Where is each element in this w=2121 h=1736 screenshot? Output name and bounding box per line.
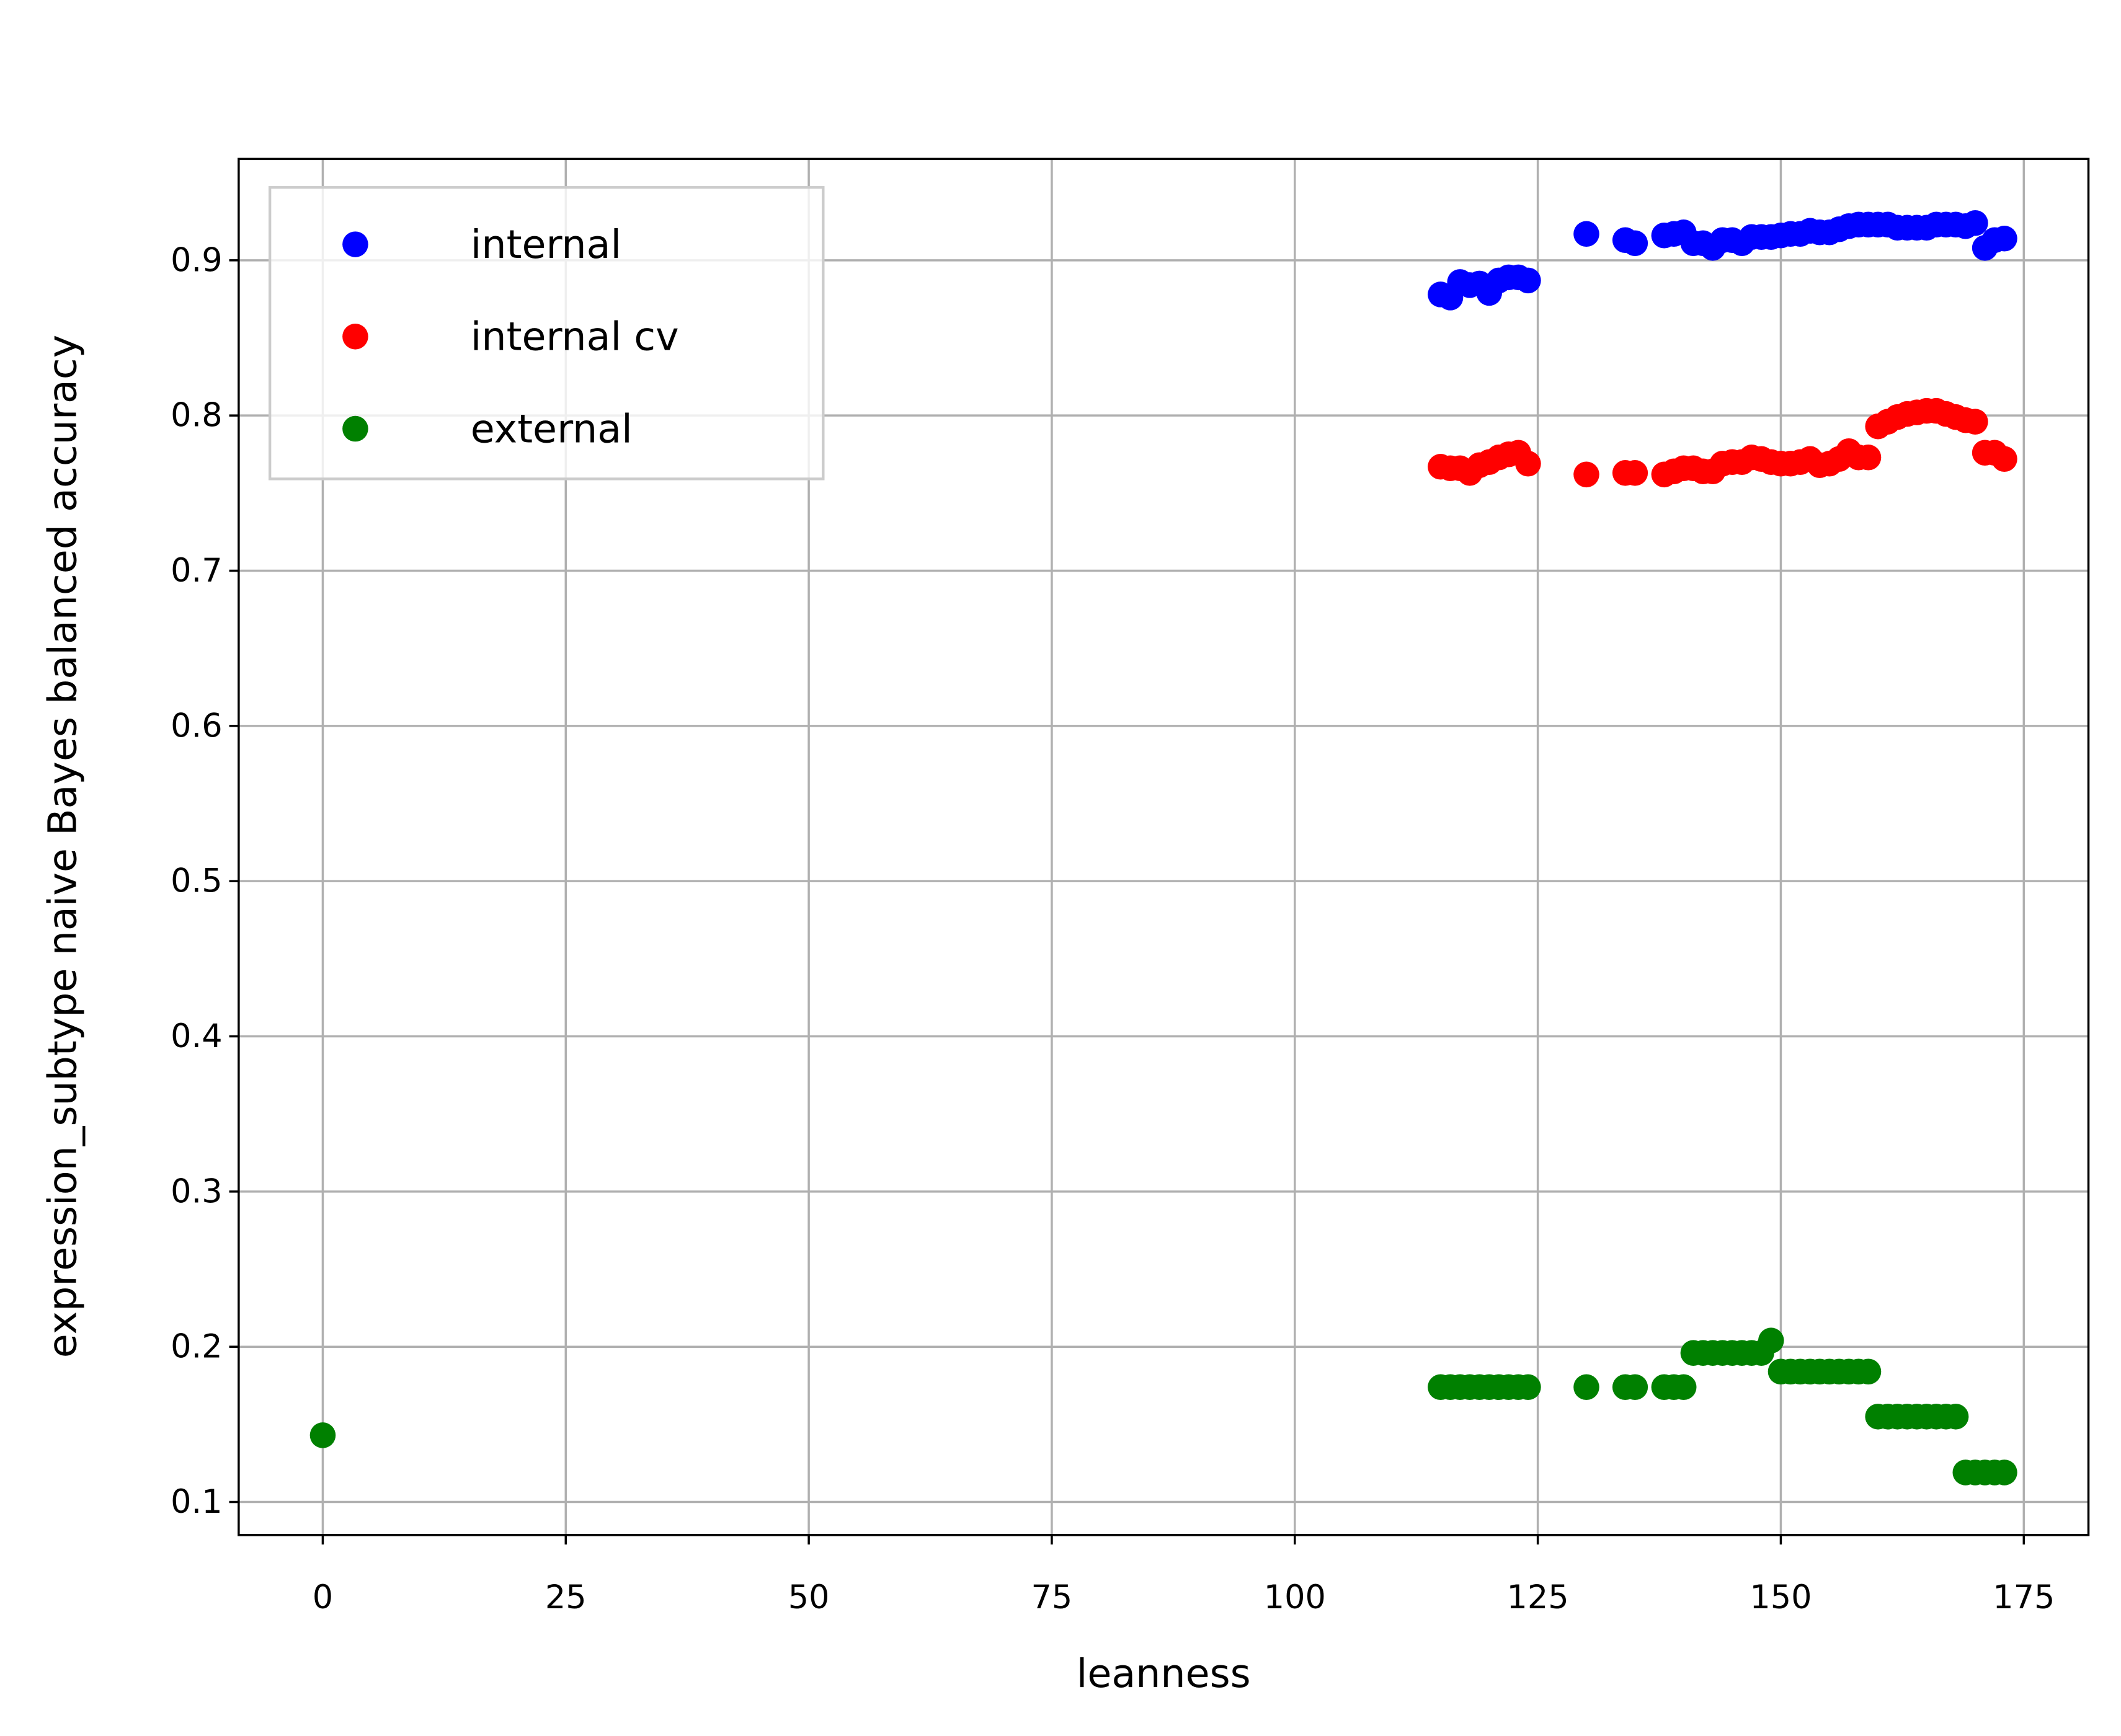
point xyxy=(1991,226,2017,252)
y-tick-label: 0.5 xyxy=(171,862,222,900)
point xyxy=(1573,461,1599,488)
point xyxy=(1573,1374,1599,1401)
point xyxy=(1962,409,1988,435)
legend-label: external xyxy=(471,405,633,451)
y-tick-label: 0.7 xyxy=(171,552,222,590)
point xyxy=(1942,1404,1969,1430)
point xyxy=(1991,446,2017,472)
x-tick-label: 175 xyxy=(1993,1579,2055,1616)
point xyxy=(1515,1374,1541,1401)
point xyxy=(1573,221,1599,247)
plot-frame xyxy=(238,157,2090,1536)
x-tick-label: 75 xyxy=(1031,1579,1073,1616)
legend-marker xyxy=(342,415,368,442)
point xyxy=(1962,210,1988,236)
x-tick-label: 125 xyxy=(1507,1579,1569,1616)
y-tick-label: 0.3 xyxy=(171,1172,222,1210)
x-tick-label: 100 xyxy=(1264,1579,1326,1616)
point xyxy=(1515,450,1541,477)
y-axis-label: expression_subtype naive Bayes balanced … xyxy=(39,335,85,1358)
point xyxy=(1515,267,1541,294)
marks xyxy=(309,210,2017,1486)
point xyxy=(1670,1374,1697,1401)
legend-marker xyxy=(342,231,368,257)
x-tick-label: 50 xyxy=(788,1579,830,1616)
y-tick-label: 0.8 xyxy=(171,397,222,435)
point xyxy=(1622,230,1648,257)
ticks: 0 25 50 75 100 125 150 175 0.1 0.2 0.3 0.4 0.5 0.6 0.7… xyxy=(171,241,2055,1616)
y-tick-label: 0.4 xyxy=(171,1017,222,1055)
point xyxy=(1855,1358,1882,1385)
y-tick-label: 0.1 xyxy=(171,1483,222,1521)
y-tick-label: 0.2 xyxy=(171,1328,222,1366)
legend-label: internal cv xyxy=(471,314,679,360)
y-tick-label: 0.9 xyxy=(171,241,222,279)
x-tick-label: 25 xyxy=(545,1579,587,1616)
x-axis-label: leanness xyxy=(1077,1650,1251,1696)
point xyxy=(1991,1459,2017,1486)
x-tick-label: 150 xyxy=(1750,1579,1812,1616)
point xyxy=(309,1422,336,1448)
point xyxy=(1855,444,1882,471)
point xyxy=(1758,1327,1784,1353)
legend-label: internal xyxy=(471,221,621,267)
point xyxy=(1622,1374,1648,1401)
y-tick-label: 0.6 xyxy=(171,707,222,745)
point xyxy=(1622,460,1648,486)
legend-marker xyxy=(342,324,368,350)
x-tick-label: 0 xyxy=(313,1579,333,1616)
legend: internal internal cv external xyxy=(268,186,825,480)
